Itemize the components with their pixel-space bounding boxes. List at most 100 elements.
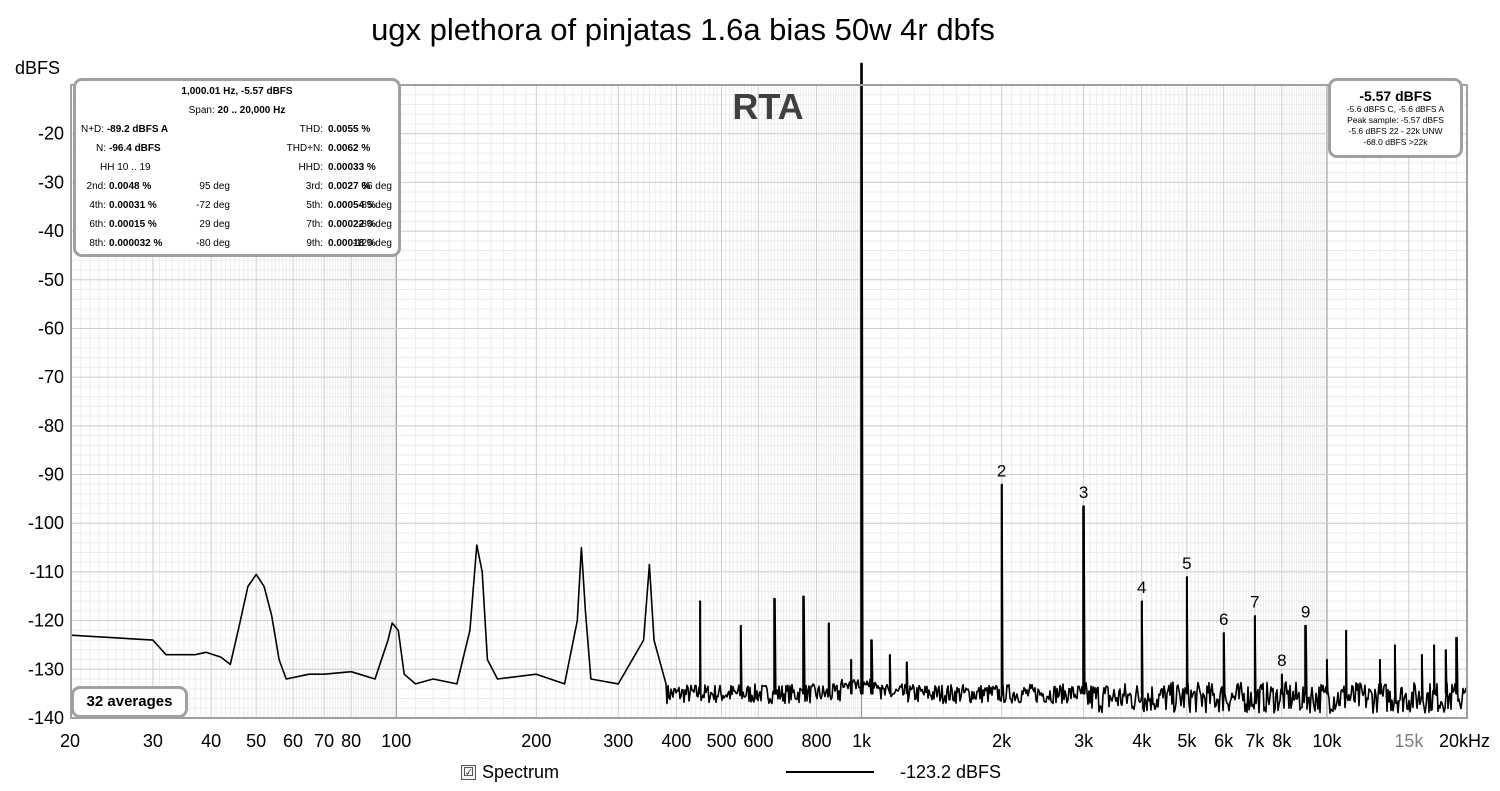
n-value: -96.4 dBFS xyxy=(109,143,161,154)
harm-b-label: 7th: xyxy=(306,219,323,230)
harmonic-row: 8th: 0.000032 % -80 deg 9th: 0.00018 % -120 d… xyxy=(76,235,398,254)
distortion-stats-panel: 1,000.01 Hz, -5.57 dBFS Span: 20 .. 20,0… xyxy=(73,78,401,257)
x-tick-label: 500 xyxy=(706,731,736,751)
stats-header: 1,000.01 Hz, -5.57 dBFS xyxy=(181,86,293,97)
x-tick-label: 70 xyxy=(314,731,334,751)
nd-value: -89.2 dBFS A xyxy=(106,124,169,135)
legend-spectrum[interactable]: ☑ Spectrum xyxy=(461,762,559,783)
harm-a-deg: -80 deg xyxy=(196,238,230,249)
level-main-value: -5.57 dBFS xyxy=(1359,88,1432,104)
n-label: N: xyxy=(96,143,106,154)
y-axis-label: dBFS xyxy=(15,58,61,78)
harm-b-deg: 66 deg xyxy=(361,181,392,192)
x-tick-label: 8k xyxy=(1272,731,1292,751)
chart-title: ugx plethora of pinjatas 1.6a bias 50w 4… xyxy=(371,12,995,47)
harm-b-value: 0.00022 % xyxy=(328,219,376,230)
y-tick-label: -110 xyxy=(29,562,64,582)
harm-b-value: 0.00018 % xyxy=(328,238,376,249)
harm-a-value: 0.0048 % xyxy=(109,181,152,192)
harm-a-label: 6th: xyxy=(89,219,106,230)
x-tick-label: 30 xyxy=(143,731,163,751)
harmonic-label: 3 xyxy=(1079,483,1088,502)
x-tick-label: 7k xyxy=(1245,731,1265,751)
y-tick-label: -80 xyxy=(38,416,64,436)
level-line-2: Peak sample: -5.57 dBFS xyxy=(1347,115,1444,125)
y-tick-label: -30 xyxy=(38,172,64,192)
harm-b-deg: -85 deg xyxy=(358,200,392,211)
averages-badge: 32 averages xyxy=(71,686,188,718)
y-tick-label: -70 xyxy=(38,367,64,387)
y-tick-label: -140 xyxy=(28,708,64,728)
harm-a-deg: 95 deg xyxy=(199,181,230,192)
spectrum-series-line xyxy=(70,62,1467,714)
harmonic-label: 6 xyxy=(1219,610,1228,629)
nd-label: N+D: xyxy=(81,124,105,135)
x-tick-label: 800 xyxy=(801,731,831,751)
x-tick-label: 600 xyxy=(743,731,773,751)
y-tick-label: -90 xyxy=(38,465,64,485)
harm-b-label: 9th: xyxy=(306,238,323,249)
span-value: 20 .. 20,000 Hz xyxy=(217,105,286,116)
x-tick-label: 60 xyxy=(283,731,303,751)
level-line-3: -5.6 dBFS 22 - 22k UNW xyxy=(1348,126,1443,136)
x-tick-label: 4k xyxy=(1132,731,1152,751)
x-tick-label: 2k xyxy=(992,731,1012,751)
harmonic-row: 4th: 0.00031 % -72 deg 5th: 0.00054 % -85 deg xyxy=(76,197,398,216)
span-label: Span: xyxy=(188,105,215,116)
harm-a-value: 0.00031 % xyxy=(109,200,157,211)
x-tick-label: 3k xyxy=(1074,731,1094,751)
x-axis-ticks: 20 30 40 50 60 70 80 100 200 300 400 500 600 800 1k 2k 3… xyxy=(60,731,1490,751)
y-tick-label: -60 xyxy=(38,318,64,338)
harmonic-label: 7 xyxy=(1250,593,1259,612)
x-tick-label: 15k xyxy=(1394,731,1424,751)
harmonic-label: 2 xyxy=(997,461,1006,480)
level-line-1: -5.6 dBFS C, -5.6 dBFS A xyxy=(1346,104,1445,114)
harm-a-label: 2nd: xyxy=(86,181,106,192)
y-tick-label: -50 xyxy=(38,270,64,290)
thd-value: 0.0055 % xyxy=(328,124,371,135)
y-tick-label: -130 xyxy=(28,659,64,679)
thdn-label: THD+N: xyxy=(286,143,323,154)
y-tick-label: -100 xyxy=(28,513,64,533)
legend-checkbox[interactable]: ☑ xyxy=(461,765,476,780)
legend-line-swatch xyxy=(786,771,874,773)
harm-a-label: 4th: xyxy=(89,200,106,211)
hhd-value: 0.00033 % xyxy=(328,162,376,173)
harm-a-deg: -72 deg xyxy=(196,200,230,211)
harm-b-label: 5th: xyxy=(306,200,323,211)
hh-label: HH 10 .. 19 xyxy=(100,162,151,173)
harmonic-label: 8 xyxy=(1277,651,1286,670)
x-tick-label: 80 xyxy=(341,731,361,751)
harm-b-deg: -120 deg xyxy=(352,238,392,249)
harm-b-deg: -80 deg xyxy=(358,219,392,230)
legend-spectrum-label: Spectrum xyxy=(482,762,560,782)
x-tick-label: 200 xyxy=(521,731,551,751)
x-tick-label: 20 xyxy=(60,731,80,751)
harmonic-row: 2nd: 0.0048 % 95 deg 3rd: 0.0027 % 66 deg xyxy=(76,178,398,197)
x-tick-label: 10k xyxy=(1312,731,1342,751)
x-tick-label: 40 xyxy=(201,731,221,751)
x-tick-label: 300 xyxy=(603,731,633,751)
x-tick-label: 50 xyxy=(246,731,266,751)
harmonic-row: 6th: 0.00015 % 29 deg 7th: 0.00022 % -80 deg xyxy=(76,216,398,235)
hhd-label: HHD: xyxy=(298,162,323,173)
harmonic-label: 4 xyxy=(1137,578,1146,597)
x-tick-label: 5k xyxy=(1177,731,1197,751)
harmonic-label: 5 xyxy=(1182,554,1191,573)
legend-cursor-value: -123.2 dBFS xyxy=(900,762,1002,782)
level-panel: -5.57 dBFS -5.6 dBFS C, -5.6 dBFS A Peak… xyxy=(1328,78,1463,158)
harm-a-value: 0.00015 % xyxy=(109,219,157,230)
harm-b-value: 0.00054 % xyxy=(328,200,376,211)
thdn-value: 0.0062 % xyxy=(328,143,371,154)
harm-a-value: 0.000032 % xyxy=(109,238,163,249)
plot-frame xyxy=(70,84,1468,719)
harm-a-label: 8th: xyxy=(89,238,106,249)
y-tick-label: -120 xyxy=(28,611,64,631)
harm-b-value: 0.0027 % xyxy=(328,181,371,192)
thd-label: THD: xyxy=(299,124,323,135)
y-tick-label: -20 xyxy=(38,124,64,144)
x-tick-label: 400 xyxy=(661,731,691,751)
x-tick-label: 1k xyxy=(852,731,872,751)
spectrum-trace xyxy=(70,62,1467,714)
